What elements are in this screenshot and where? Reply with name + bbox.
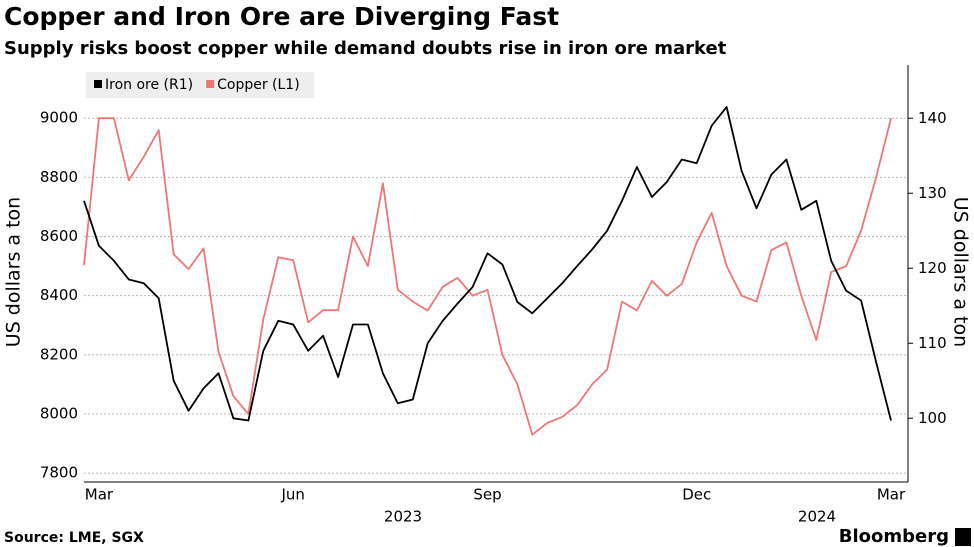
series-line: [83, 106, 892, 422]
y-tick-label: 8600: [40, 227, 78, 245]
y2-tick-label: 110: [918, 334, 947, 352]
y2-tick-label: 120: [918, 259, 947, 277]
legend-box: [86, 72, 314, 98]
x-tick-label: Mar: [877, 486, 906, 504]
y-tick-label: 8800: [40, 168, 78, 186]
x-tick-label: Dec: [682, 486, 711, 504]
x-tick-label: Jun: [281, 486, 305, 504]
y-tick-label: 8400: [40, 286, 78, 304]
year-label: 2023: [384, 508, 422, 526]
y-tick-label: 9000: [40, 109, 78, 127]
y2-tick-label: 100: [918, 409, 947, 427]
year-label: 2024: [798, 508, 836, 526]
x-tick-label: Mar: [85, 486, 114, 504]
legend-swatch: [94, 80, 102, 88]
y-tick-label: 7800: [40, 464, 78, 482]
y2-tick-label: 140: [918, 109, 947, 127]
legend-swatch: [206, 80, 215, 88]
chart-subtitle: Supply risks boost copper while demand d…: [4, 38, 727, 59]
legend-label: Iron ore (R1): [105, 77, 193, 93]
y-tick-label: 8000: [40, 404, 78, 422]
legend-label: Copper (L1): [217, 77, 300, 93]
series-line: [83, 117, 892, 436]
x-tick-label: Sep: [473, 486, 501, 504]
source: Source: LME, SGX: [4, 530, 144, 546]
chart-title: Copper and Iron Ore are Diverging Fast: [4, 2, 559, 31]
y2-tick-label: 130: [918, 184, 947, 202]
y2-axis-label: US dollars a ton: [950, 197, 972, 347]
brand: Bloomberg: [839, 526, 949, 547]
brand-icon: [955, 528, 971, 546]
y-tick-label: 8200: [40, 345, 78, 363]
y-axis-label: US dollars a ton: [3, 197, 25, 347]
